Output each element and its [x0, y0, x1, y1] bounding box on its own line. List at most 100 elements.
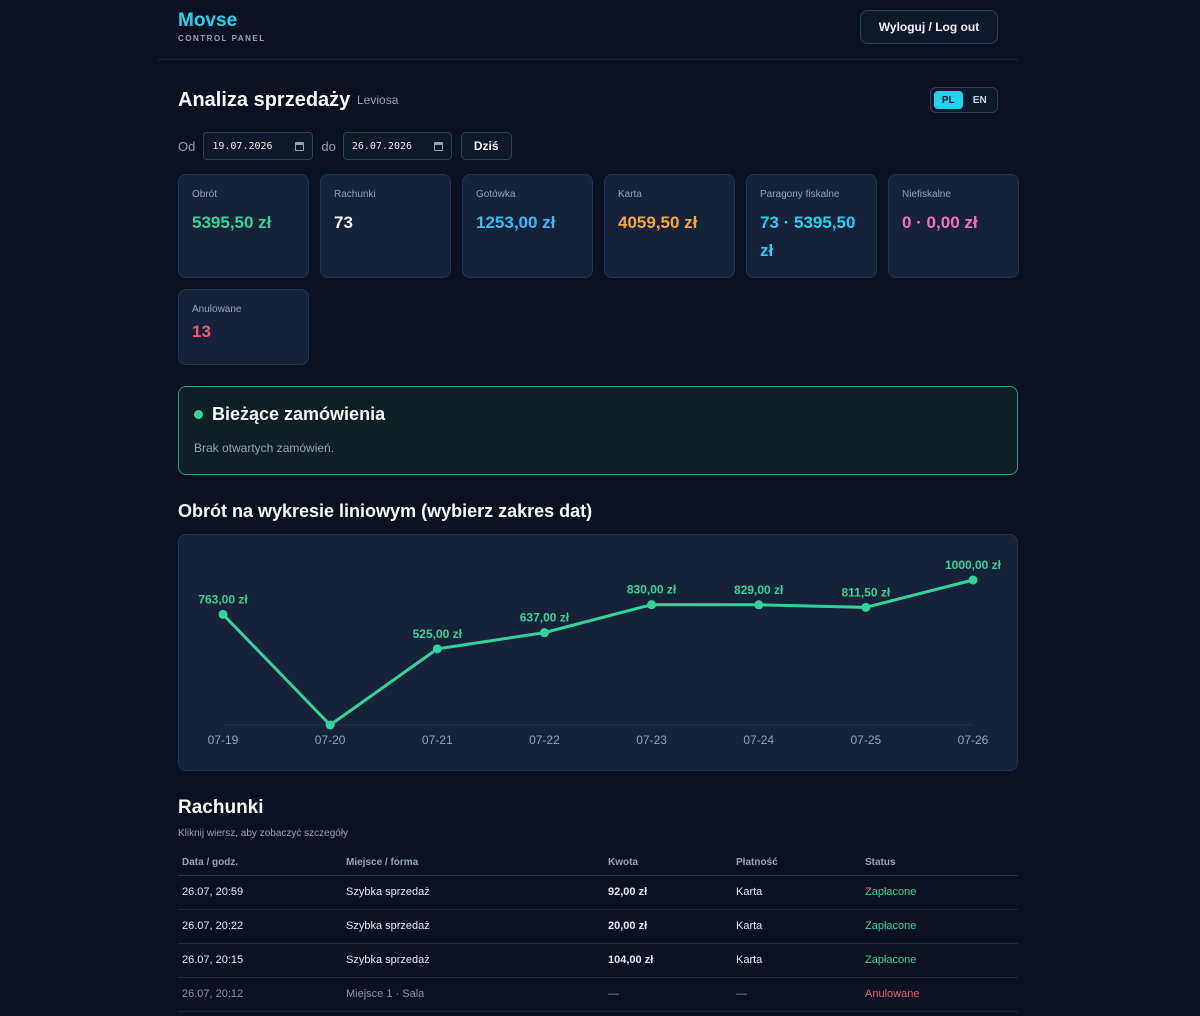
cell-status: Zapłacone	[861, 943, 1018, 978]
to-date-value: 26.07.2026	[351, 140, 413, 152]
data-label: 763,00 zł	[198, 592, 248, 606]
data-point	[647, 600, 657, 610]
x-tick-label: 07-24	[743, 733, 774, 747]
cell-status: Zapłacone	[861, 875, 1018, 910]
column-header: Miejsce / forma	[342, 851, 604, 876]
cell-amount: 20,00 zł	[604, 909, 732, 944]
page-header: Analiza sprzedaży Leviosa PL EN	[158, 60, 1018, 130]
x-tick-label: 07-23	[636, 733, 667, 747]
stat-card-fiscal: Paragony fiskalne 73 · 5395,50 zł	[746, 174, 877, 278]
from-date-input[interactable]: 19.07.2026	[203, 132, 314, 160]
stat-card-card: Karta 4059,50 zł	[604, 174, 735, 278]
lang-en-button[interactable]: EN	[972, 94, 987, 106]
stat-label: Karta	[618, 189, 642, 200]
series-line	[221, 578, 975, 727]
logout-button[interactable]: Wyloguj / Log out	[860, 10, 998, 44]
stat-card-cash: Gotówka 1253,00 zł	[462, 174, 593, 278]
cell-payment: Karta	[732, 875, 861, 910]
top-bar: Movse CONTROL PANEL Wyloguj / Log out	[158, 0, 1018, 60]
cell-place: Szybka sprzedaż	[342, 943, 604, 978]
cell-status: Anulowane	[861, 977, 1018, 1012]
stat-value: 5395,50 zł	[192, 213, 272, 232]
from-date-value: 19.07.2026	[212, 140, 273, 152]
data-point	[432, 644, 442, 654]
cell-place: Szybka sprzedaż	[342, 909, 604, 944]
stat-value: 0 · 0,00 zł	[902, 213, 978, 232]
cell-amount: —	[604, 977, 732, 1012]
app: Movse CONTROL PANEL Wyloguj / Log out An…	[158, 0, 1019, 1012]
page-title: Analiza sprzedaży	[178, 89, 351, 111]
status-dot-icon	[194, 410, 203, 419]
x-tick-label: 07-25	[851, 733, 882, 747]
chart-title: Obrót na wykresie liniowym (wybierz zakr…	[178, 501, 593, 521]
stat-card-turnover: Obrót 5395,50 zł	[178, 174, 309, 278]
table-row[interactable]: 26.07, 20:12 Miejsce 1 · Sala — — Anulow…	[178, 977, 1018, 1012]
cell-status: Zapłacone	[861, 909, 1018, 944]
bills-title: Rachunki	[178, 797, 264, 818]
brand-name: Movse	[178, 10, 238, 31]
column-header: Status	[861, 851, 1018, 876]
stat-label: Niefiskalne	[902, 189, 951, 200]
stat-label: Gotówka	[476, 189, 516, 200]
x-tick-label: 07-20	[315, 733, 346, 747]
brand-subtitle: CONTROL PANEL	[178, 34, 266, 43]
date-range-filter: Od 19.07.2026 do 26.07.2026 Dziś	[158, 131, 1018, 161]
data-point	[861, 602, 871, 612]
column-header: Kwota	[604, 851, 732, 876]
chart-svg: 763,00 zł 07-19 07-20 525,00 zł 07-21 637,00 …	[198, 558, 1002, 747]
column-header: Płatność	[732, 851, 861, 876]
cell-payment: Karta	[732, 943, 861, 978]
data-point	[218, 609, 228, 619]
data-label: 1000,00 zł	[945, 558, 1002, 572]
cell-datetime: 26.07, 20:15	[178, 943, 342, 978]
stat-label: Rachunki	[334, 189, 376, 200]
stat-label: Paragony fiskalne	[760, 189, 840, 200]
open-orders-panel: Bieżące zamówienia Brak otwartych zamówi…	[178, 386, 1018, 475]
from-label: Od	[178, 138, 196, 154]
stat-value: 73	[334, 213, 353, 232]
x-tick-label: 07-22	[529, 733, 560, 747]
stat-value: 13	[192, 322, 211, 341]
data-point	[754, 600, 764, 610]
open-orders-empty: Brak otwartych zamówień.	[194, 441, 335, 455]
data-label: 637,00 zł	[520, 611, 570, 625]
x-tick-label: 07-19	[208, 733, 239, 747]
today-button[interactable]: Dziś	[460, 132, 512, 160]
bills-hint: Kliknij wiersz, aby zobaczyć szczegóły	[178, 828, 349, 839]
bills-table-body: 26.07, 20:59 Szybka sprzedaż 92,00 zł Ka…	[178, 875, 1018, 1012]
data-label: 525,00 zł	[413, 627, 463, 641]
table-row[interactable]: 26.07, 20:59 Szybka sprzedaż 92,00 zł Ka…	[178, 875, 1018, 910]
stat-label: Obrót	[192, 189, 218, 200]
calendar-icon[interactable]	[433, 142, 443, 151]
cell-amount: 92,00 zł	[604, 875, 732, 910]
stat-card-cancelled: Anulowane 13	[178, 289, 309, 365]
data-point	[539, 628, 549, 638]
table-row[interactable]: 26.07, 20:15 Szybka sprzedaż 104,00 zł K…	[178, 943, 1018, 978]
stat-value: 1253,00 zł	[476, 213, 556, 232]
venue-name: Leviosa	[357, 93, 399, 107]
stat-value: 4059,50 zł	[618, 213, 698, 232]
to-date-input[interactable]: 26.07.2026	[342, 132, 452, 160]
column-header: Data / godz.	[178, 851, 342, 876]
lang-pl-button[interactable]: PL	[934, 91, 963, 109]
stats-grid: Obrót 5395,50 zł Rachunki 73 Gotówka 125…	[158, 174, 1019, 365]
bills-table: Data / godz. Miejsce / forma Kwota Płatn…	[178, 851, 1018, 1012]
cell-amount: 104,00 zł	[604, 943, 732, 978]
table-header-row: Data / godz. Miejsce / forma Kwota Płatn…	[178, 851, 1018, 876]
stat-card-nonfiscal: Niefiskalne 0 · 0,00 zł	[888, 174, 1019, 278]
x-tick-label: 07-21	[422, 733, 453, 747]
stat-value: 73 · 5395,50 zł	[760, 213, 856, 260]
cell-place: Miejsce 1 · Sala	[342, 977, 604, 1012]
turnover-line-chart: 763,00 zł 07-19 07-20 525,00 zł 07-21 637,00 …	[178, 534, 1018, 771]
open-orders-title: Bieżące zamówienia	[212, 404, 386, 424]
cell-place: Szybka sprzedaż	[342, 875, 604, 910]
x-tick-label: 07-26	[958, 733, 989, 747]
cell-datetime: 26.07, 20:59	[178, 875, 342, 910]
data-label: 830,00 zł	[627, 583, 677, 597]
table-row[interactable]: 26.07, 20:22 Szybka sprzedaż 20,00 zł Ka…	[178, 909, 1018, 944]
calendar-icon[interactable]	[295, 142, 305, 151]
data-point	[968, 575, 978, 585]
language-switch: PL EN	[930, 87, 998, 113]
cell-payment: —	[732, 977, 861, 1012]
data-label: 829,00 zł	[734, 583, 784, 597]
